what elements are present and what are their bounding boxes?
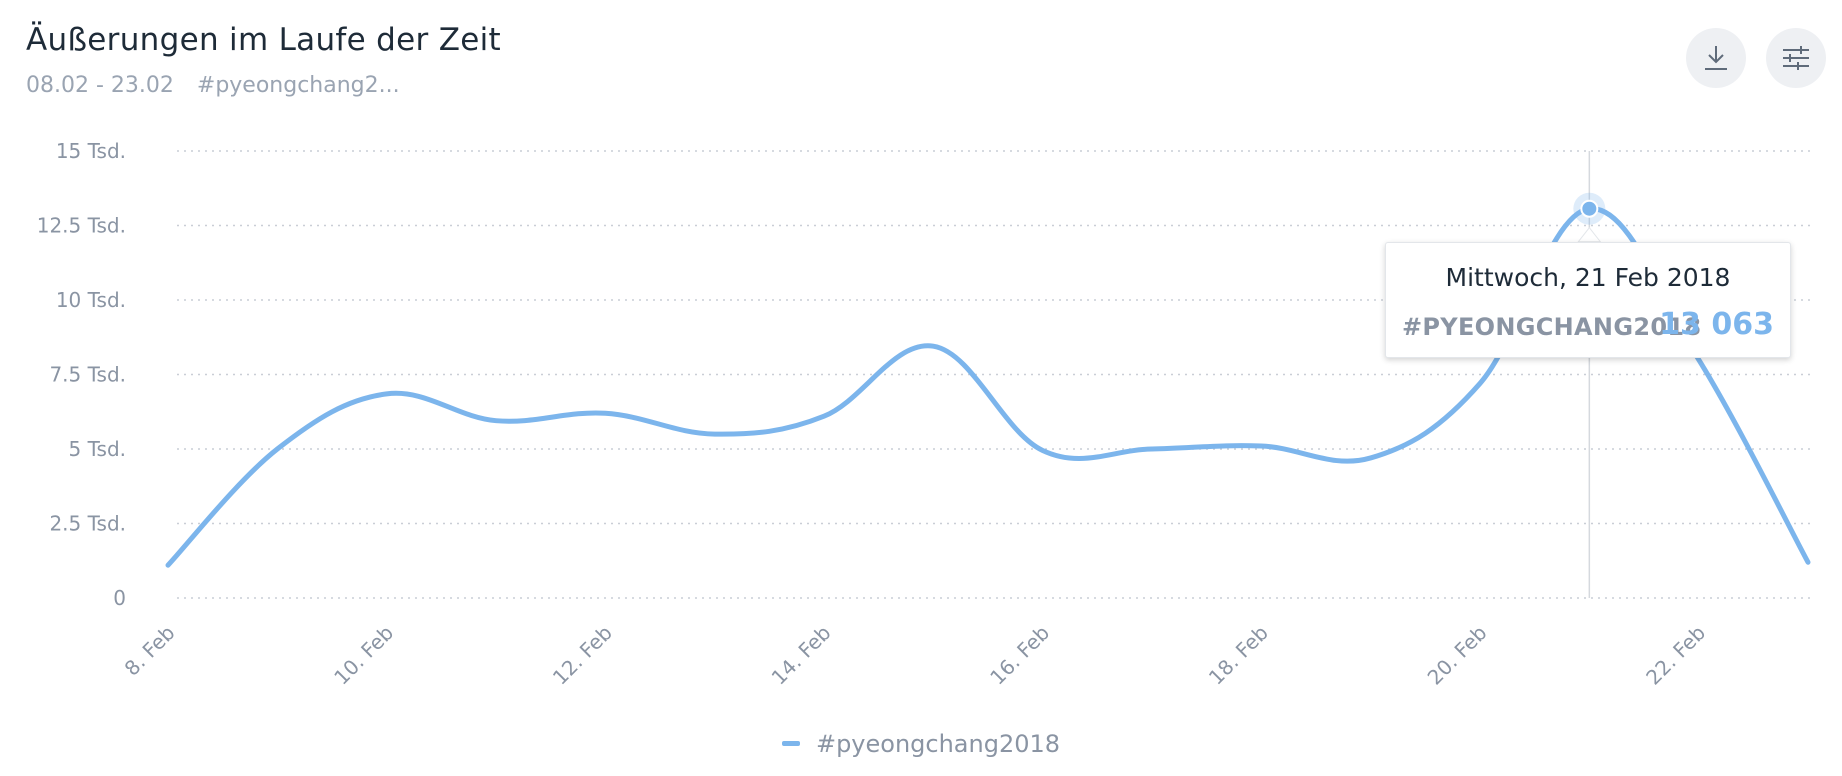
tooltip-series-name: #PYEONGCHANG2018 (1402, 313, 1702, 341)
hover-marker (1573, 192, 1606, 243)
legend-label[interactable]: #pyeongchang2018 (815, 730, 1061, 758)
legend-swatch (781, 740, 800, 746)
x-tick-label: 14. Feb (767, 621, 836, 690)
legend[interactable]: #pyeongchang2018 (0, 730, 1842, 758)
grid-lines (177, 150, 1812, 599)
download-button[interactable] (1686, 28, 1746, 88)
tooltip-pointer (1577, 226, 1602, 243)
tooltip-value: 13 063 (1659, 307, 1774, 342)
download-icon (1705, 46, 1727, 70)
highlighted-point[interactable] (1580, 199, 1599, 218)
y-tick-label: 10 Tsd. (56, 288, 126, 312)
tooltip-date: Mittwoch, 21 Feb 2018 (1445, 263, 1731, 292)
date-range: 08.02 - 23.02 (26, 73, 174, 98)
y-tick-label: 12.5 Tsd. (37, 214, 126, 238)
y-tick-label: 7.5 Tsd. (49, 363, 126, 387)
chart-title: Äußerungen im Laufe der Zeit (26, 22, 501, 58)
y-tick-label: 2.5 Tsd. (49, 512, 126, 536)
x-tick-label: 18. Feb (1204, 621, 1273, 690)
y-axis: 0 2.5 Tsd. 5 Tsd. 7.5 Tsd. 10 Tsd. 12.5 Tsd. 1… (37, 139, 126, 610)
y-tick-label: 0 (113, 586, 126, 610)
x-tick-label: 16. Feb (985, 621, 1054, 690)
x-tick-label: 22. Feb (1641, 621, 1710, 690)
chart-subtitle: 08.02 - 23.02 #pyeongchang2... (26, 73, 400, 98)
y-tick-label: 5 Tsd. (69, 437, 126, 461)
x-axis: 8. Feb 10. Feb 12. Feb 14. Feb 16. Feb 18. Fe… (120, 621, 1711, 690)
tooltip: Mittwoch, 21 Feb 2018 #PYEONGCHANG2018 1… (1385, 242, 1791, 358)
hashtag-filter[interactable]: #pyeongchang2... (196, 73, 400, 98)
x-tick-label: 12. Feb (548, 621, 617, 690)
x-tick-label: 8. Feb (120, 621, 180, 681)
y-tick-label: 15 Tsd. (56, 139, 126, 163)
settings-button[interactable] (1766, 28, 1826, 88)
x-tick-label: 10. Feb (329, 621, 398, 690)
sliders-icon (1783, 46, 1809, 70)
x-tick-label: 20. Feb (1423, 621, 1492, 690)
